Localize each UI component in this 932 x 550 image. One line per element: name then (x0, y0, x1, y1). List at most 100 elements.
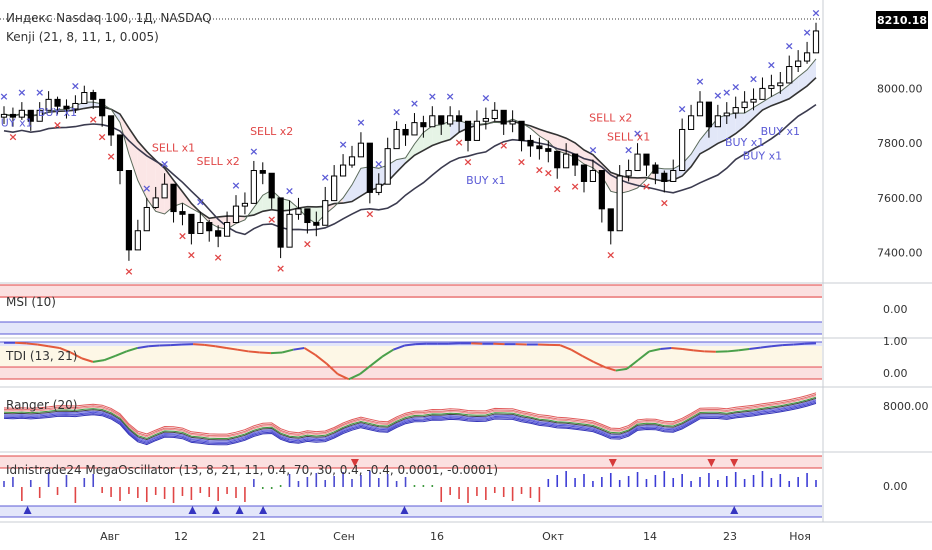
candle (45, 91, 52, 111)
msi-pane[interactable] (0, 284, 822, 335)
oscillator-pane[interactable] (0, 455, 822, 518)
signal-marker: × (8, 131, 17, 144)
candle-body (161, 183, 168, 199)
last-price-value: 8210.18 (877, 14, 927, 27)
signal-marker: × (544, 166, 553, 179)
candle (509, 110, 516, 133)
candle (384, 137, 391, 185)
candle-body (777, 82, 784, 87)
main-price-pane[interactable]: ××× ××××××××××××××××××××××××××× ××××××× ×× ×… (0, 7, 821, 278)
tdi-line-segment (26, 342, 38, 346)
tdi-line-segment (303, 347, 316, 356)
tdi-line-segment (215, 345, 227, 349)
tdi-line-segment (348, 373, 361, 381)
candle-body (304, 208, 311, 224)
time-axis[interactable]: Авг 12 21 Сен 16 Окт 14 23 Ноя (100, 530, 811, 543)
candle-body (687, 115, 695, 130)
tdi-line-segment (114, 350, 127, 357)
candle-body (643, 153, 650, 166)
candle (527, 134, 534, 157)
time-tick-label: 16 (430, 530, 444, 543)
candle: × (142, 182, 151, 232)
time-tick-label: 23 (723, 530, 737, 543)
candle-body (563, 153, 570, 169)
tdi-pane[interactable] (0, 341, 822, 381)
ranger-pane[interactable] (3, 392, 817, 446)
candle-body (295, 208, 302, 215)
candle-body (72, 102, 79, 110)
candle: × (249, 145, 258, 204)
candle-body (348, 156, 356, 166)
time-tick-label: Авг (100, 530, 120, 543)
candle-body (607, 208, 614, 232)
candle-body (589, 170, 597, 182)
tdi-line-segment (92, 359, 105, 363)
signal-marker: × (214, 251, 223, 264)
signal-marker: × (196, 196, 205, 209)
candle: × (678, 103, 687, 172)
kenji-band-segment (753, 102, 763, 119)
last-price-badge (876, 11, 928, 29)
candle-body (554, 150, 561, 169)
tdi-line-segment (738, 348, 750, 352)
signal-label: BUY x1 (761, 125, 800, 138)
candle-body (473, 120, 481, 141)
tdi-line-segment (404, 343, 416, 347)
candle: × (633, 127, 642, 172)
candle (473, 110, 481, 141)
price-axis[interactable]: 8000.00 7800.00 7600.00 7400.00 0.00 1.00 0.00… (877, 82, 929, 493)
tdi-line-segment (204, 343, 216, 348)
kenji-band-segment (146, 151, 156, 212)
kenji-band-segment (726, 113, 736, 140)
tdi-line-segment (259, 351, 272, 355)
kenji-fast-line (3, 58, 817, 230)
tdi-line-segment (48, 345, 60, 349)
signal-marker: × (71, 79, 80, 92)
signal-marker: × (53, 118, 62, 131)
candle-body (402, 128, 409, 136)
tdi-line-segment (392, 344, 405, 351)
kenji-band-segment (209, 216, 219, 228)
candle-body (661, 172, 668, 182)
candle-body (625, 170, 632, 177)
signal-label: BUY x1 (466, 174, 505, 187)
candle: × (98, 98, 107, 144)
candle: × (463, 120, 473, 168)
signal-marker: × (410, 97, 419, 110)
kenji-band-segment (700, 128, 709, 154)
candle (438, 115, 445, 135)
candle (348, 145, 356, 168)
candle (777, 72, 784, 94)
candle-body (670, 170, 677, 182)
candle (670, 159, 677, 182)
candle: × (276, 197, 285, 275)
kenji-band-segment (450, 120, 460, 140)
candle-body (795, 60, 802, 68)
tdi-line-segment (593, 360, 606, 368)
tdi-line-segment (559, 344, 572, 351)
candle: × (392, 105, 401, 150)
signal-label: SELL x1 (152, 141, 195, 154)
signal-marker: × (249, 145, 258, 158)
tdi-line-segment (248, 350, 260, 354)
signal-marker: × (338, 138, 347, 151)
candle-body (732, 107, 739, 114)
msi-label: MSI (10) (6, 295, 56, 309)
candle: × (713, 89, 722, 128)
tdi-line-segment (570, 348, 583, 357)
signal-marker: × (0, 90, 9, 103)
candle: × (454, 110, 464, 149)
tdi-line-segment (15, 341, 27, 345)
candle-body (384, 148, 391, 185)
candle-body (598, 170, 605, 210)
candle-body (438, 115, 445, 125)
candle-body (812, 30, 820, 54)
osc-lower-zone (0, 506, 822, 517)
candle: × (178, 203, 187, 242)
kenji-band-segment (432, 124, 442, 146)
kenji-band-segment (691, 139, 700, 167)
signal-label: SELL x1 (607, 130, 650, 143)
candle: × (749, 72, 758, 111)
osc-buy-triangle (188, 506, 197, 514)
